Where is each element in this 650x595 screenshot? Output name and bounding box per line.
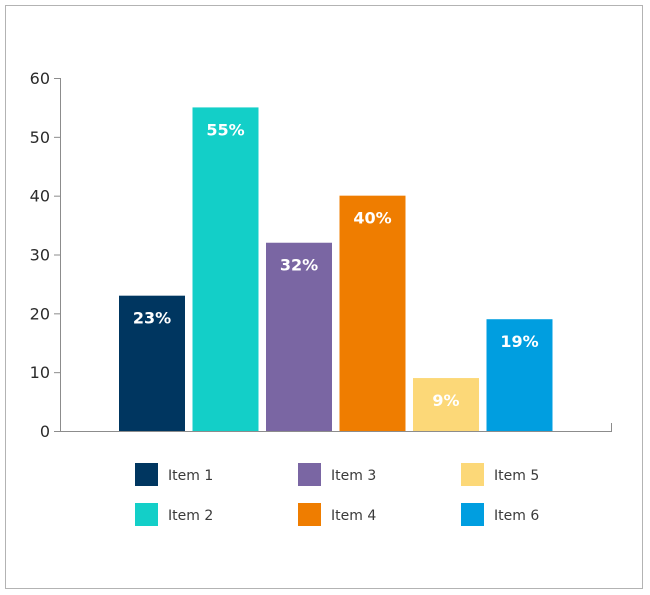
legend-label: Item 4 [331,508,376,524]
legend-item-item-6: Item 6 [461,503,539,526]
bar-value-label: 32% [280,256,318,275]
legend-item-item-5: Item 5 [461,463,539,486]
bar-value-labels: 23% 55% 32% 40% 9% 19% [133,120,539,410]
bar-value-label: 40% [353,209,391,228]
bar-item-4 [339,195,406,431]
bar-value-label: 19% [500,332,538,351]
chart-axes [60,78,612,432]
y-tick-label: 20 [30,304,50,323]
bar-item-1 [119,295,185,431]
legend-label: Item 2 [168,508,213,524]
legend-swatch [135,463,158,486]
bar-item-2 [192,107,259,432]
legend-swatch [298,503,321,526]
y-tick-label: 60 [30,69,50,88]
legend-label: Item 1 [168,468,213,484]
legend-swatch [298,463,321,486]
bar-value-label: 55% [206,120,244,139]
y-tick-label: 0 [40,422,50,441]
legend-item-item-4: Item 4 [298,503,376,526]
bar-value-label: 9% [432,391,459,410]
bar-item-5 [413,378,479,431]
legend-item-item-3: Item 3 [298,463,376,486]
bar-value-label: 23% [133,309,171,328]
y-tick-label: 30 [30,246,50,265]
bar-item-6 [486,319,553,431]
y-axis-ticks: 0 10 20 30 40 50 60 [30,69,60,441]
y-tick-label: 10 [30,363,50,382]
legend-swatch [461,463,484,486]
legend: Item 1 Item 2 Item 3 Item 4 Item 5 Item 6 [135,463,539,526]
bars [119,107,553,432]
y-tick-label: 50 [30,128,50,147]
legend-item-item-2: Item 2 [135,503,213,526]
y-tick-label: 40 [30,187,50,206]
legend-label: Item 6 [494,508,539,524]
legend-swatch [461,503,484,526]
legend-swatch [135,503,158,526]
legend-item-item-1: Item 1 [135,463,213,486]
legend-label: Item 3 [331,468,376,484]
bar-item-3 [266,242,332,431]
legend-label: Item 5 [494,468,539,484]
